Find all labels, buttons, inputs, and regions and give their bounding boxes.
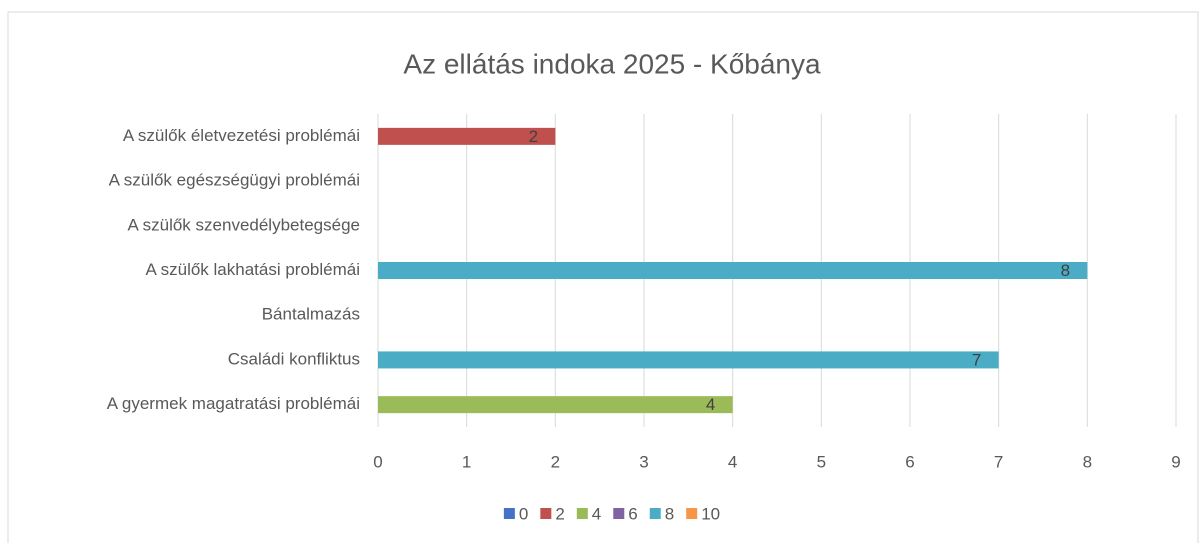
legend-swatch xyxy=(613,508,625,519)
bar xyxy=(378,127,556,145)
y-tick-label: A gyermek magatratási problémái xyxy=(107,394,360,413)
legend-label: 2 xyxy=(555,504,564,523)
legend-swatch xyxy=(686,508,698,519)
y-tick-label: A szülők lakhatási problémái xyxy=(145,260,360,279)
data-label: 2 xyxy=(529,127,538,146)
legend-item: 2 xyxy=(540,504,565,523)
legend-item: 8 xyxy=(649,504,674,523)
legend-label: 10 xyxy=(701,504,720,523)
x-tick-label: 0 xyxy=(373,452,382,471)
legend-label: 0 xyxy=(519,504,528,523)
legend-swatch xyxy=(649,508,661,519)
bar xyxy=(378,351,999,369)
legend-item: 10 xyxy=(686,504,720,523)
y-tick-label: Családi konfliktus xyxy=(228,349,360,368)
x-tick-label: 5 xyxy=(817,452,826,471)
y-tick-label: A szülők szenvedélybetegsége xyxy=(128,215,361,234)
legend-swatch xyxy=(576,508,588,519)
x-tick-label: 3 xyxy=(639,452,648,471)
legend-label: 8 xyxy=(665,504,674,523)
y-tick-label: Bántalmazás xyxy=(262,305,360,324)
x-tick-label: 2 xyxy=(551,452,560,471)
x-tick-label: 1 xyxy=(462,452,471,471)
bar xyxy=(378,262,1088,279)
data-label: 8 xyxy=(1061,261,1070,280)
legend-label: 6 xyxy=(628,504,637,523)
bar xyxy=(378,396,733,414)
data-label: 4 xyxy=(706,395,715,414)
legend: 0 2 4 6 8 10 xyxy=(503,504,720,523)
legend-label: 4 xyxy=(592,504,601,523)
x-tick-label: 8 xyxy=(1083,452,1092,471)
y-tick-label: A szülők életvezetési problémái xyxy=(123,126,360,145)
legend-swatch xyxy=(540,508,552,519)
x-tick-label: 6 xyxy=(905,452,914,471)
legend-item: 4 xyxy=(576,504,601,523)
legend-item: 6 xyxy=(613,504,638,523)
x-tick-label: 7 xyxy=(994,452,1003,471)
chart-title: Az ellátás indoka 2025 - Kőbánya xyxy=(403,48,821,79)
x-tick-label: 9 xyxy=(1171,452,1180,471)
x-tick-label: 4 xyxy=(728,452,737,471)
legend-item: 0 xyxy=(503,504,528,523)
legend-swatch xyxy=(503,508,515,519)
y-tick-label: A szülők egészségügyi problémái xyxy=(109,171,360,190)
data-label: 7 xyxy=(972,350,981,369)
